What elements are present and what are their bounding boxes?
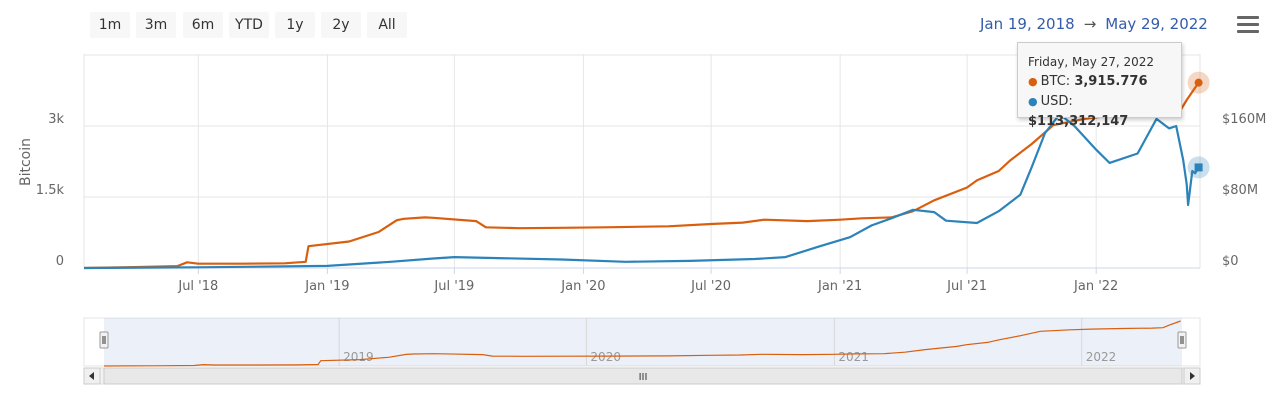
x-tick-label: Jul '21 <box>946 279 987 294</box>
navigator-series-btc <box>103 320 1181 367</box>
tooltip-usd-row: ● USD: $113,312,147 <box>1028 92 1171 132</box>
range-button-3m[interactable]: 3m <box>136 12 176 38</box>
date-range-to[interactable]: May 29, 2022 <box>1105 15 1208 33</box>
series-line-usd <box>83 113 1200 270</box>
tooltip-btc-label: BTC: <box>1040 74 1071 89</box>
navigator-year-label: 2021 <box>838 350 869 364</box>
tooltip-btc-row: ● BTC: 3,915.776 <box>1028 72 1171 92</box>
navigator-handle-right[interactable] <box>1177 331 1187 349</box>
range-button-6m[interactable]: 6m <box>183 12 223 38</box>
range-button-1y[interactable]: 1y <box>275 12 315 38</box>
hamburger-menu-icon[interactable] <box>1237 16 1259 34</box>
tooltip-date: Friday, May 27, 2022 <box>1028 55 1155 69</box>
y-tick-label-right: $0 <box>1222 254 1239 269</box>
x-tick-label: Jan '20 <box>560 279 605 294</box>
range-button-all[interactable]: All <box>367 12 407 38</box>
range-button-1m[interactable]: 1m <box>90 12 130 38</box>
navigator-area <box>83 317 1201 367</box>
date-range[interactable]: Jan 19, 2018 → May 29, 2022 <box>980 15 1208 33</box>
tooltip-btc-value: 3,915.776 <box>1074 74 1148 89</box>
navigator-handle-left[interactable] <box>99 331 109 349</box>
tooltip: Friday, May 27, 2022 ● BTC: 3,915.776 ● US… <box>1017 42 1182 129</box>
navigator-year-label: 2019 <box>343 350 374 364</box>
scrollbar-thumb[interactable] <box>103 367 1183 385</box>
y-tick-label-right: $160M <box>1222 112 1266 127</box>
x-tick-label: Jan '21 <box>817 279 862 294</box>
scrollbar-grip-label: III <box>639 372 648 383</box>
range-button-2y[interactable]: 2y <box>321 12 361 38</box>
navigator-year-label: 2020 <box>590 350 621 364</box>
navigator-selection <box>104 318 1182 366</box>
y-tick-label-left: 1.5k <box>36 183 65 198</box>
y-tick-label-right: $80M <box>1222 183 1258 198</box>
arrow-right-icon <box>1190 372 1195 380</box>
y-axis-label-left: Bitcoin <box>18 138 34 186</box>
x-tick-label: Jan '22 <box>1073 279 1118 294</box>
y-tick-label-left: 3k <box>48 112 64 127</box>
arrow-left-icon <box>89 372 94 380</box>
tooltip-usd-label: USD: <box>1040 94 1073 109</box>
x-tick-label: Jan '19 <box>304 279 349 294</box>
y-tick-label-left: 0 <box>56 254 64 269</box>
x-tick-label: Jul '18 <box>177 279 218 294</box>
btc-dot-icon: ● <box>1028 75 1038 88</box>
x-tick-label: Jul '19 <box>433 279 474 294</box>
hover-marker-usd <box>1194 163 1203 172</box>
date-range-from[interactable]: Jan 19, 2018 <box>980 15 1075 33</box>
x-tick-label: Jul '20 <box>690 279 731 294</box>
tooltip-usd-value: $113,312,147 <box>1028 114 1129 129</box>
series-line-btc <box>83 81 1200 270</box>
navigator-year-label: 2022 <box>1086 350 1117 364</box>
usd-dot-icon: ● <box>1028 95 1038 108</box>
range-button-ytd[interactable]: YTD <box>229 12 269 38</box>
date-range-arrow: → <box>1083 15 1097 33</box>
hover-marker-btc <box>1194 78 1203 87</box>
